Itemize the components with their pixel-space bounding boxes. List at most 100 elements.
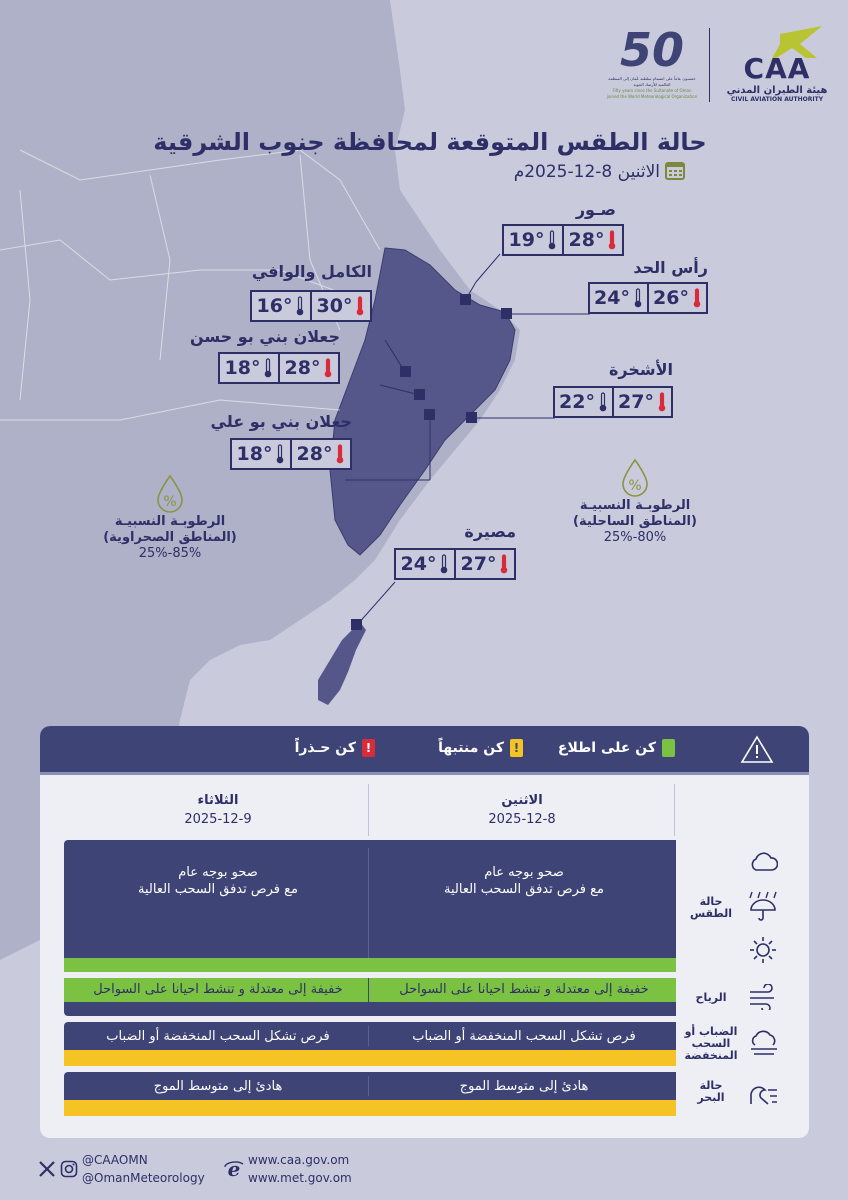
wind-row: الرياح خفيفة إلى معتدلة و تنشط احيانا عل…	[64, 978, 786, 1016]
fog-row-label: الضباب أو السحب المنخفضة	[684, 1025, 738, 1062]
day-date: 2025-12-8	[488, 812, 556, 827]
x-icon[interactable]	[38, 1160, 56, 1178]
anniversary-text-ar: خمسون عاماً على انضمام سلطنة عُمان إلى ا…	[608, 76, 696, 87]
land-mass	[0, 0, 520, 960]
min-temp-cell: 18°	[232, 440, 290, 468]
anniversary-logo: 50 خمسون عاماً على انضمام سلطنة عُمان إل…	[606, 24, 698, 104]
caa-logo-text: CAA	[743, 52, 811, 85]
city-name-ras-al-hadd: رأس الحد	[633, 258, 708, 277]
anniversary-number: 50	[619, 23, 684, 77]
legend-warning-swatch: !	[362, 739, 375, 757]
humidity-coastal-label-1: الرطوبـة النسبيـة	[579, 498, 691, 513]
thermometer-low-icon	[297, 296, 304, 316]
connector-lines	[345, 253, 590, 626]
max-temp-cell: 28°	[292, 440, 350, 468]
thermometer-high-icon	[325, 358, 332, 378]
max-temp-cell: 30°	[312, 292, 370, 320]
cell-divider	[368, 1026, 369, 1046]
max-temp-cell: 28°	[280, 354, 338, 382]
humidity-coastal: % الرطوبـة النسبيـة (المناطق الساحلية) 2…	[560, 458, 710, 545]
forecast-date: الاثنين 8-12-2025م	[513, 162, 660, 182]
weather-day1-text: صحو بوجه عام مع فرص تدفق السحب العالية	[374, 864, 674, 898]
legend-info-label: كن على اطلاع	[557, 740, 656, 756]
humidity-coastal-label-2: (المناطق الساحلية)	[573, 514, 697, 529]
fog-row: الضباب أو السحب المنخفضة فرص تشكل السحب …	[64, 1022, 786, 1066]
sea-row: حالة البحر هادئ إلى متوسط الموج هادئ إلى…	[64, 1072, 786, 1116]
min-temp-cell: 22°	[555, 388, 612, 416]
wind-day2-bar	[64, 978, 368, 1002]
weather-day1-line2: مع فرص تدفق السحب العالية	[444, 882, 604, 897]
legend-warning-label: كن حـذراً	[294, 740, 356, 756]
row-label-cell: حالة الطقس	[676, 840, 786, 972]
masirah-island	[318, 622, 366, 705]
social-handle-caa[interactable]: @CAAOMN	[82, 1153, 148, 1167]
sea-alert-bar	[64, 1100, 676, 1116]
humidity-desert-label-2: (المناطق الصحراوية)	[103, 530, 237, 545]
website-met[interactable]: www.met.gov.om	[248, 1171, 352, 1185]
min-temp: 18°	[236, 443, 273, 465]
max-temp: 30°	[316, 295, 353, 317]
weather-day2-line2: مع فرص تدفق السحب العالية	[138, 882, 298, 897]
wind-day1-bar	[369, 978, 676, 1002]
page-title: حالة الطقس المتوقعة لمحافظة جنوب الشرقية	[153, 128, 707, 156]
weather-row-label: حالة الطقس	[689, 895, 733, 920]
thermometer-high-icon	[337, 444, 344, 464]
wind-row-label: الرياح	[695, 991, 727, 1004]
social-handle-met[interactable]: @OmanMeteorology	[82, 1171, 205, 1185]
day-header-tuesday: الثلاثاء 2025-12-9	[70, 793, 366, 827]
min-temp: 24°	[400, 553, 437, 575]
thermometer-high-icon	[357, 296, 364, 316]
thermometer-high-icon	[658, 392, 666, 412]
max-temp: 28°	[296, 443, 333, 465]
thermometer-high-icon	[693, 288, 701, 308]
wind-icon	[750, 984, 774, 1010]
website-caa[interactable]: www.caa.gov.om	[248, 1153, 350, 1167]
cell-divider	[368, 848, 369, 960]
city-markers	[351, 294, 512, 630]
temp-box-ras-al-hadd: 24° 26°	[588, 282, 708, 314]
sea-day2-text: هادئ إلى متوسط الموج	[153, 1079, 283, 1094]
temp-box-jalan-bani-bu-hassan: 18° 28°	[218, 352, 340, 384]
legend-info: كن على اطلاع	[545, 739, 675, 757]
footer: @CAAOMN @OmanMeteorology e www.caa.gov.o…	[38, 1150, 438, 1190]
min-temp: 22°	[559, 391, 595, 413]
min-temp-cell: 19°	[504, 226, 562, 254]
caa-name-en: CIVIL AVIATION AUTHORITY	[730, 96, 824, 103]
column-divider	[674, 784, 675, 836]
thermometer-low-icon	[265, 358, 272, 378]
header-divider	[709, 28, 710, 102]
city-name-jalan-bani-bu-hassan: جعلان بني بو حسن	[189, 327, 340, 346]
day-header-monday: الاثنين 2025-12-8	[374, 793, 670, 827]
max-temp-cell: 27°	[614, 388, 671, 416]
weather-alert-bar	[64, 958, 676, 972]
fog-alert-bar	[64, 1050, 676, 1066]
thermometer-low-icon	[599, 392, 607, 412]
max-temp: 26°	[653, 287, 689, 309]
legend-watch-swatch: !	[510, 739, 523, 757]
wind-day2-text: خفيفة إلى معتدلة و تنشط احيانا على السوا…	[93, 982, 343, 997]
caa-name-ar: هيئة الطيران المدني	[726, 85, 828, 96]
city-name-jalan-bani-bu-ali: جعلان بني بو علي	[210, 412, 353, 431]
weather-row: حالة الطقس صحو بوجه عام مع فرص تدفق السح…	[64, 840, 786, 972]
thermometer-high-icon	[501, 554, 508, 574]
sea-row-label: حالة البحر	[697, 1079, 725, 1104]
warning-triangle-icon	[740, 735, 774, 763]
min-temp-cell: 16°	[252, 292, 310, 320]
sun-icon	[750, 937, 776, 963]
column-divider	[368, 784, 369, 836]
svg-text:e: e	[228, 1158, 241, 1180]
temp-box-al-kamil: 16° 30°	[250, 290, 372, 322]
instagram-icon[interactable]	[60, 1160, 78, 1178]
min-temp: 24°	[594, 287, 630, 309]
legend-watch: ! كن منتبهاً	[423, 739, 523, 757]
thermometer-low-icon	[634, 288, 642, 308]
weather-day2-line1: صحو بوجه عام	[178, 865, 258, 880]
temp-box-al-ashkharah: 22° 27°	[553, 386, 673, 418]
legend-info-swatch	[662, 739, 675, 757]
thermometer-low-icon	[441, 554, 448, 574]
row-label-cell: حالة البحر	[676, 1072, 786, 1116]
web-icon: e	[224, 1158, 244, 1180]
percent-symbol: %	[163, 494, 176, 510]
city-name-masirah: مصيرة	[464, 522, 516, 541]
legend-warning: ! كن حـذراً	[275, 739, 375, 757]
